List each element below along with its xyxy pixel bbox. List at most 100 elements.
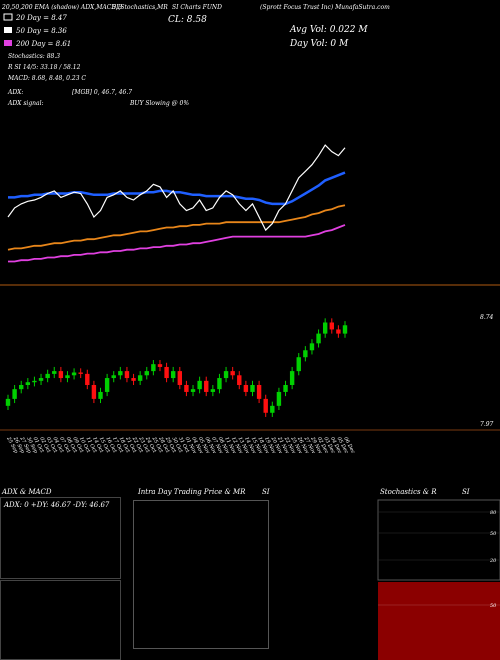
price-line <box>7 144 346 232</box>
header-text: 20,50,200 EMA (shadow) ADX,MACD,B <box>1 4 123 11</box>
legend-swatch <box>4 40 12 46</box>
candle-body <box>309 343 315 351</box>
candle-body <box>289 371 295 385</box>
indicator-panels: ADX & MACD ADX: 0 +DY: 46.67 -DY: 46.67 … <box>0 488 500 660</box>
panel-title: Intra Day Trading Price & MR <box>137 488 246 496</box>
candle-body <box>5 398 11 406</box>
candle-body <box>164 366 169 379</box>
candle-body <box>157 364 163 367</box>
header-text: SI Charts FUND <box>172 4 222 11</box>
stat-text: R SI 14/5: 33.18 / 58.12 <box>7 64 81 71</box>
candle-body <box>210 389 216 392</box>
candle-body <box>263 398 268 413</box>
ma-line <box>8 224 346 263</box>
candle-body <box>336 329 341 334</box>
panel-frame <box>0 497 121 579</box>
candle-body <box>78 372 83 374</box>
candle-body <box>19 385 24 390</box>
legend-text: 50 Day = 8.36 <box>16 27 67 35</box>
header-text: (Sprott Focus Trust Inc) MunafaSutra.com <box>260 4 390 11</box>
candle-body <box>270 405 275 413</box>
candle-body <box>329 322 334 330</box>
stat-text: [MGB] 0, 46.7, 46.7 <box>72 89 132 96</box>
candle-body <box>137 375 143 381</box>
stat-text: ADX signal: <box>7 100 44 107</box>
candle-body <box>151 364 156 372</box>
stat-text: ADX: <box>7 89 23 96</box>
panel-frame <box>378 582 500 660</box>
candle-body <box>71 372 77 376</box>
panel-frame <box>133 500 269 649</box>
panel-frame <box>377 499 500 581</box>
y-tick-label: 7.97 <box>480 421 494 428</box>
ma-line <box>7 204 346 251</box>
candle-body <box>98 391 103 399</box>
legend-swatch <box>3 13 13 21</box>
candle-panel: 8.74 7.97 <box>5 314 494 428</box>
candle-body <box>32 380 37 383</box>
candle-body <box>237 375 242 385</box>
candle-body <box>25 382 31 385</box>
candle-body <box>276 391 282 406</box>
y-tick-label: 8.74 <box>480 314 494 321</box>
stat-text: BUY Slowing @ 0% <box>129 100 189 107</box>
candle-body <box>184 385 189 392</box>
candle-body <box>177 371 183 385</box>
candle-body <box>111 375 116 379</box>
legend-text: 200 Day = 8.61 <box>15 40 71 48</box>
y-tick-label: 50 <box>490 603 497 609</box>
candle-body <box>45 373 50 379</box>
panel-frame <box>0 580 121 660</box>
candle-body <box>296 357 301 372</box>
header-text: SI,Stochastics,MR <box>112 4 168 11</box>
panel-title: ADX & MACD <box>1 488 52 496</box>
candle-body <box>118 371 123 376</box>
candle-body <box>85 373 90 385</box>
candle-body <box>38 378 44 381</box>
candle-body <box>52 371 57 374</box>
candle-body <box>303 350 308 358</box>
day-vol: Day Vol: 0 M <box>289 39 349 49</box>
candle-body <box>131 378 136 381</box>
panel-title: SI <box>462 488 470 496</box>
legend-text: 20 Day = 8.47 <box>15 14 67 22</box>
legend-swatch <box>4 27 12 33</box>
candle-body <box>144 371 149 376</box>
avg-vol: Avg Vol: 0.022 M <box>289 25 368 35</box>
candle-body <box>316 333 321 344</box>
y-tick-label: 80 <box>490 510 497 516</box>
candle-body <box>204 380 209 392</box>
ma-line <box>8 171 346 206</box>
candle-body <box>230 371 235 376</box>
candle-body <box>250 385 255 392</box>
panel-text: ADX: 0 +DY: 46.67 -DY: 46.67 <box>3 501 110 509</box>
candle-body <box>170 371 176 379</box>
candle-body <box>283 385 288 392</box>
close-text: CL: 8.58 <box>168 15 207 25</box>
ma-panel <box>7 144 346 263</box>
candle-body <box>342 325 348 334</box>
candle-body <box>12 389 17 399</box>
candle-body <box>243 385 249 392</box>
candle-body <box>256 385 262 399</box>
candle-body <box>223 371 229 379</box>
candle-body <box>58 371 64 379</box>
candle-body <box>124 371 130 379</box>
candle-body <box>197 380 202 390</box>
candle-body <box>91 385 97 399</box>
candle-body <box>65 375 70 379</box>
header: 20,50,200 EMA (shadow) ADX,MACD,B SI,Sto… <box>1 4 390 107</box>
candle-body <box>217 378 222 390</box>
stat-text: Stochastics: 88.3 <box>8 53 60 60</box>
candle-body <box>322 322 328 334</box>
y-tick-label: 20 <box>489 558 497 564</box>
stat-text: MACD: 8.68, 8.48, 0.23 C <box>7 75 86 82</box>
candle-body <box>190 389 196 392</box>
y-tick-label: 50 <box>490 531 497 537</box>
panel-title: SI <box>262 488 270 496</box>
panel-title: Stochastics & R <box>380 488 437 496</box>
candle-body <box>104 378 110 392</box>
